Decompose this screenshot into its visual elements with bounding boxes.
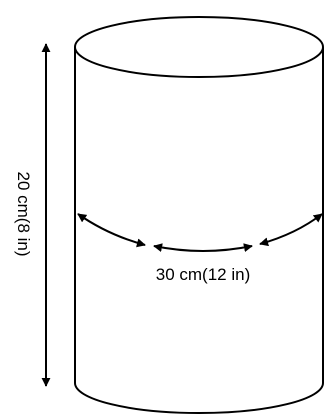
circumference-arrow-middle xyxy=(153,243,253,253)
circumference-arrow-left xyxy=(77,213,146,248)
circumference-label: 30 cm(12 in) xyxy=(156,265,250,284)
cylinder-bottom-arc xyxy=(74,382,324,414)
circumference-arrows xyxy=(77,213,323,253)
cylinder xyxy=(74,16,324,414)
cylinder-top-ellipse xyxy=(74,16,324,78)
circumference-arrow-right xyxy=(259,213,323,247)
height-label: 20 cm(8 in) xyxy=(14,171,33,256)
